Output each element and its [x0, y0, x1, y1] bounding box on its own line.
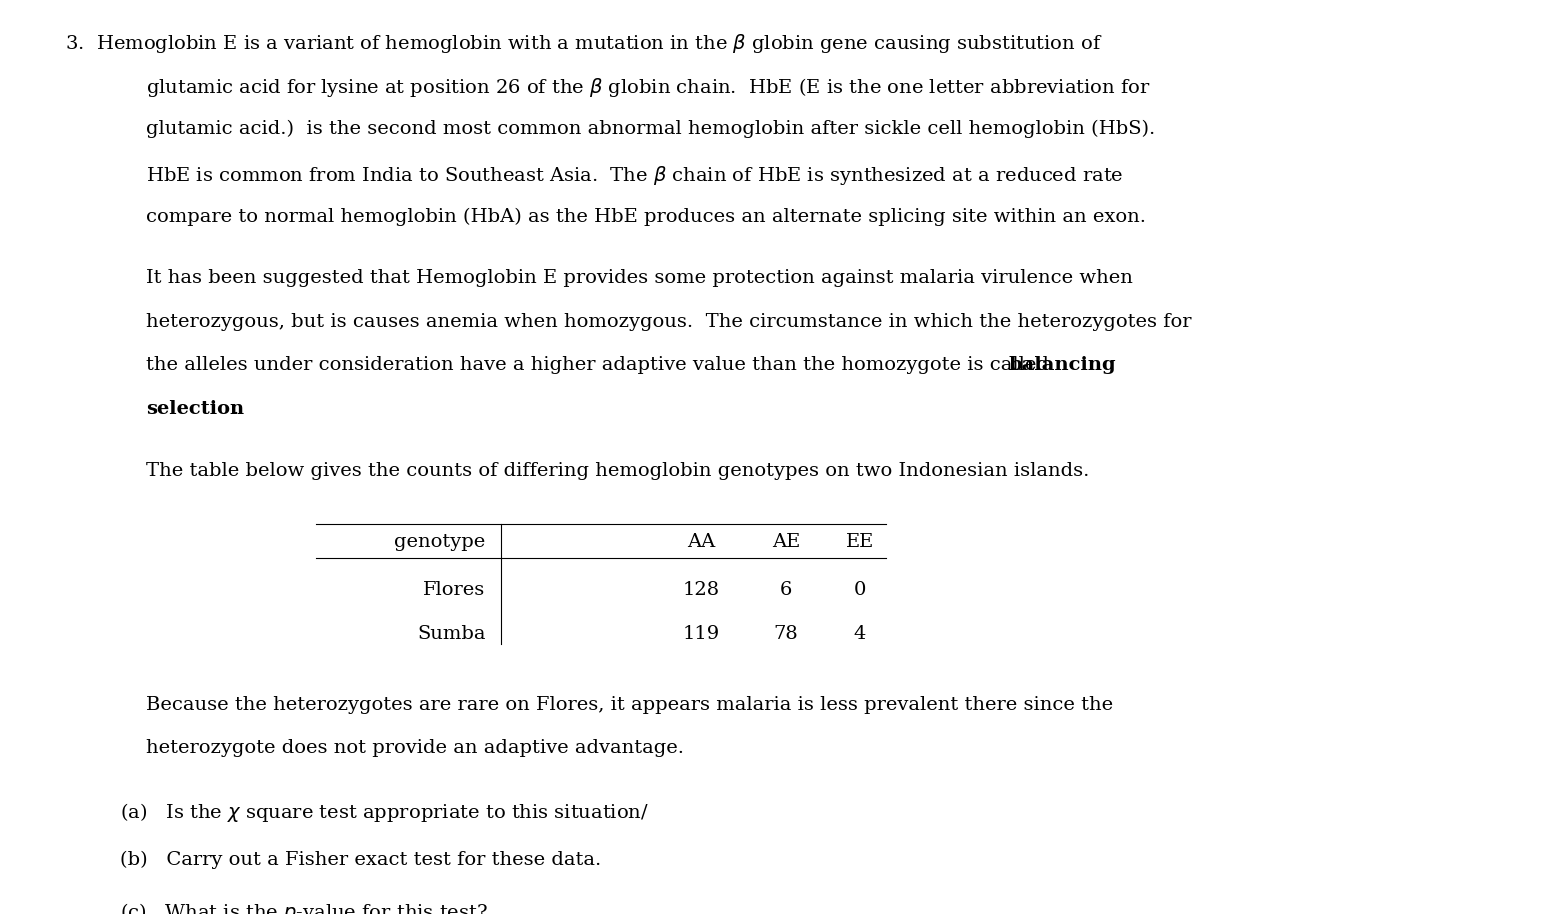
Text: Because the heterozygotes are rare on Flores, it appears malaria is less prevale: Because the heterozygotes are rare on Fl…	[146, 696, 1114, 714]
Text: 4: 4	[854, 625, 866, 643]
Text: 3.  Hemoglobin E is a variant of hemoglobin with a mutation in the $\beta$ globi: 3. Hemoglobin E is a variant of hemoglob…	[65, 32, 1102, 55]
Text: heterozygous, but is causes anemia when homozygous.  The circumstance in which t: heterozygous, but is causes anemia when …	[146, 313, 1191, 331]
Text: 128: 128	[683, 581, 720, 600]
Text: 6: 6	[780, 581, 792, 600]
Text: AE: AE	[772, 533, 800, 551]
Text: 78: 78	[774, 625, 798, 643]
Text: Flores: Flores	[424, 581, 485, 600]
Text: EE: EE	[846, 533, 874, 551]
Text: .: .	[231, 400, 237, 419]
Text: glutamic acid for lysine at position 26 of the $\beta$ globin chain.  HbE (E is : glutamic acid for lysine at position 26 …	[146, 76, 1151, 99]
Text: AA: AA	[687, 533, 715, 551]
Text: It has been suggested that Hemoglobin E provides some protection against malaria: It has been suggested that Hemoglobin E …	[146, 269, 1133, 287]
Text: heterozygote does not provide an adaptive advantage.: heterozygote does not provide an adaptiv…	[146, 739, 684, 758]
Text: (b)   Carry out a Fisher exact test for these data.: (b) Carry out a Fisher exact test for th…	[120, 851, 601, 869]
Text: Sumba: Sumba	[418, 625, 485, 643]
Text: HbE is common from India to Southeast Asia.  The $\beta$ chain of HbE is synthes: HbE is common from India to Southeast As…	[146, 164, 1123, 186]
Text: compare to normal hemoglobin (HbA) as the HbE produces an alternate splicing sit: compare to normal hemoglobin (HbA) as th…	[146, 207, 1147, 226]
Text: balancing: balancing	[1009, 356, 1116, 375]
Text: the alleles under consideration have a higher adaptive value than the homozygote: the alleles under consideration have a h…	[146, 356, 1056, 375]
Text: 119: 119	[683, 625, 720, 643]
Text: glutamic acid.)  is the second most common abnormal hemoglobin after sickle cell: glutamic acid.) is the second most commo…	[146, 120, 1156, 138]
Text: selection: selection	[146, 400, 245, 419]
Text: (a)   Is the $\chi$ square test appropriate to this situation/: (a) Is the $\chi$ square test appropriat…	[120, 801, 649, 824]
Text: (c)   What is the $p$-value for this test?: (c) What is the $p$-value for this test?	[120, 901, 488, 914]
Text: The table below gives the counts of differing hemoglobin genotypes on two Indone: The table below gives the counts of diff…	[146, 462, 1089, 480]
Text: genotype: genotype	[394, 533, 485, 551]
Text: 0: 0	[854, 581, 866, 600]
